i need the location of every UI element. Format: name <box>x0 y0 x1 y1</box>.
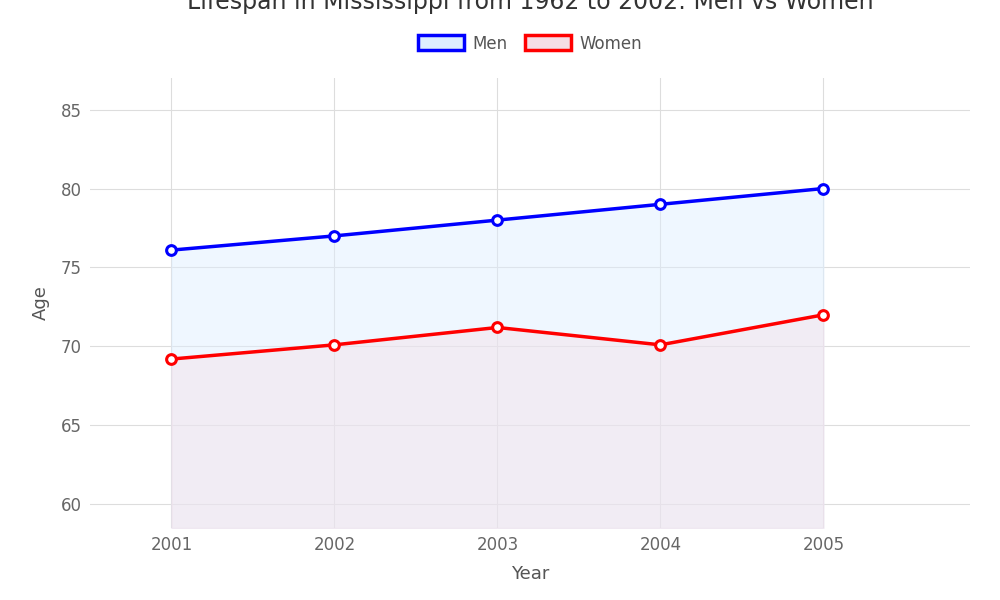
X-axis label: Year: Year <box>511 565 549 583</box>
Legend: Men, Women: Men, Women <box>411 28 649 59</box>
Y-axis label: Age: Age <box>32 286 50 320</box>
Title: Lifespan in Mississippi from 1962 to 2002: Men vs Women: Lifespan in Mississippi from 1962 to 200… <box>187 0 873 14</box>
